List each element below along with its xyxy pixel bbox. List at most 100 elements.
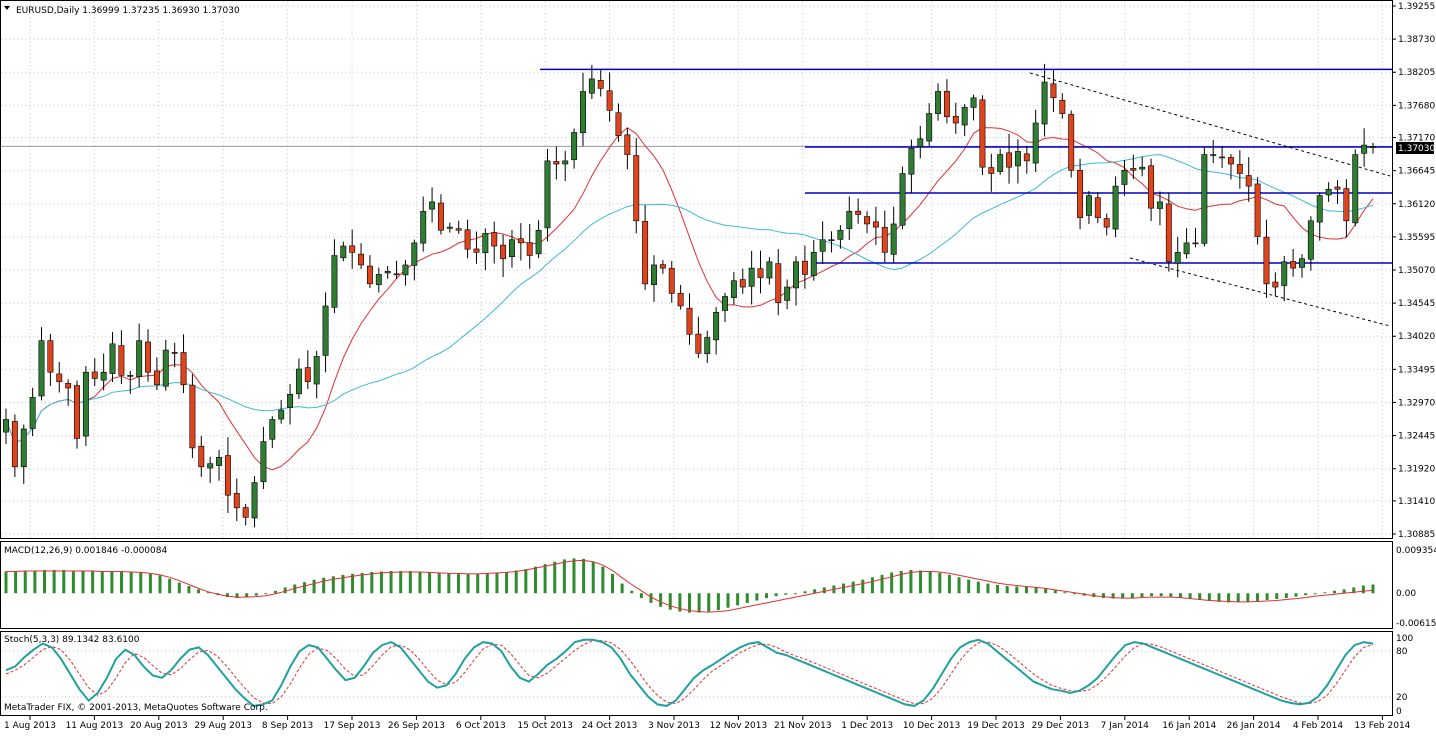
candle-bear <box>1050 83 1057 99</box>
candle-bull <box>216 457 223 466</box>
lower-trendline <box>1129 257 1391 327</box>
macd-histogram-bar <box>254 593 258 596</box>
macd-histogram-bar <box>1371 584 1375 594</box>
macd-histogram-bar <box>996 585 1000 594</box>
macd-histogram-bar <box>331 576 335 594</box>
macd-histogram-bar <box>745 593 749 603</box>
candle-bear <box>1228 157 1234 165</box>
candle-bull <box>82 371 89 437</box>
candle-bull <box>269 419 276 440</box>
candle-bear <box>47 340 54 373</box>
price-axis-label: 1.35070 <box>1398 266 1435 276</box>
candle-bull <box>20 428 27 468</box>
candle-bull <box>295 368 302 395</box>
macd-histogram-bar <box>899 570 903 594</box>
macd-histogram-bar <box>389 570 393 594</box>
stoch-label: Stoch(5,3,3) 89.1342 83.6100 <box>4 635 140 645</box>
macd-histogram-bar <box>659 593 663 607</box>
macd-histogram-bar <box>1198 593 1202 601</box>
candle-bull <box>287 393 294 408</box>
macd-histogram-bar <box>890 572 894 594</box>
date-axis-label: 11 Aug 2013 <box>66 721 124 731</box>
candle-bear <box>943 91 950 118</box>
candle-bull <box>278 409 285 420</box>
candle-bull <box>1361 144 1368 154</box>
stoch-axis-label: 0 <box>1396 707 1402 717</box>
stochastic-indicator <box>1 638 1392 707</box>
macd-histogram-bar <box>1304 593 1308 596</box>
macd-histogram-bar <box>861 579 865 594</box>
macd-histogram-bar <box>1188 593 1192 600</box>
macd-histogram-bar <box>158 575 162 594</box>
candle-bull <box>446 226 453 229</box>
macd-histogram-bar <box>976 581 980 594</box>
candle-bull <box>109 343 116 374</box>
candle-bull <box>1325 188 1332 196</box>
price-axis-label: 1.37680 <box>1398 101 1435 111</box>
macd-histogram-bar <box>851 581 855 594</box>
candle-bull <box>1014 151 1021 167</box>
candle-bull <box>136 340 143 377</box>
macd-histogram-bar <box>206 592 210 594</box>
macd-histogram-bar <box>1361 585 1365 594</box>
candle-bear <box>801 260 808 275</box>
macd-histogram-bar <box>379 571 383 594</box>
macd-histogram-bar <box>668 593 672 610</box>
price-axis-label: 1.32970 <box>1398 398 1435 408</box>
macd-histogram-bar <box>514 570 518 594</box>
macd-histogram-bar <box>177 582 181 594</box>
macd-histogram-bar <box>1284 593 1288 599</box>
candle-bear <box>171 352 178 354</box>
macd-histogram-bar <box>495 572 499 594</box>
candle-bear <box>952 115 959 124</box>
candle-bear <box>500 244 507 259</box>
candle-bull <box>313 356 320 385</box>
date-axis-label: 15 Oct 2013 <box>517 721 573 731</box>
candle-bull <box>3 419 9 433</box>
candle-bear <box>11 421 18 468</box>
stoch-panel-frame <box>0 631 1393 716</box>
macd-histogram-bar <box>697 593 701 613</box>
macd-histogram-bar <box>1207 593 1211 601</box>
candle-bull <box>926 113 933 142</box>
candle-bull <box>1112 185 1119 230</box>
candle-bull <box>722 296 728 311</box>
date-axis-label: 26 Sep 2013 <box>388 721 445 731</box>
candle-bull <box>251 482 258 519</box>
candle-bull <box>810 252 817 276</box>
candle-bull <box>1121 170 1128 185</box>
candle-bear <box>597 80 604 89</box>
candle-bear <box>304 367 311 382</box>
macd-histogram-bar <box>466 573 470 594</box>
candle-bear <box>1148 165 1155 209</box>
macd-histogram-bar <box>649 593 653 603</box>
candle-bear <box>855 210 862 215</box>
macd-histogram-bar <box>52 570 56 594</box>
macd-histogram-bar <box>880 574 884 594</box>
stoch-axis-label: 100 <box>1396 634 1413 644</box>
candle-bear <box>473 248 480 253</box>
symbol-info: EURUSD,Daily 1.36999 1.37235 1.36930 1.3… <box>16 6 240 16</box>
price-axis-label: 1.30885 <box>1398 530 1435 540</box>
macd-histogram-bar <box>1101 593 1105 599</box>
macd-histogram-bar <box>399 570 403 594</box>
upper-trendline <box>1029 72 1391 177</box>
collapse-arrow-icon[interactable] <box>4 6 10 10</box>
candle-bull <box>997 154 1004 172</box>
candle-bear <box>358 253 365 266</box>
macd-histogram-bar <box>264 593 268 595</box>
date-axis-label: 20 Aug 2013 <box>130 721 188 731</box>
candle-bear <box>739 279 746 288</box>
macd-panel-frame <box>0 541 1393 629</box>
candle-bear <box>1245 175 1252 187</box>
macd-histogram-bar <box>765 593 769 599</box>
macd-histogram-bar <box>957 577 961 594</box>
macd-histogram-bar <box>1246 593 1250 602</box>
price-axis-label: 1.34020 <box>1398 332 1435 342</box>
macd-histogram-bar <box>81 570 85 594</box>
candle-bear <box>1236 164 1243 174</box>
candle-bull <box>1299 258 1305 268</box>
macd-histogram-bar <box>716 593 720 611</box>
